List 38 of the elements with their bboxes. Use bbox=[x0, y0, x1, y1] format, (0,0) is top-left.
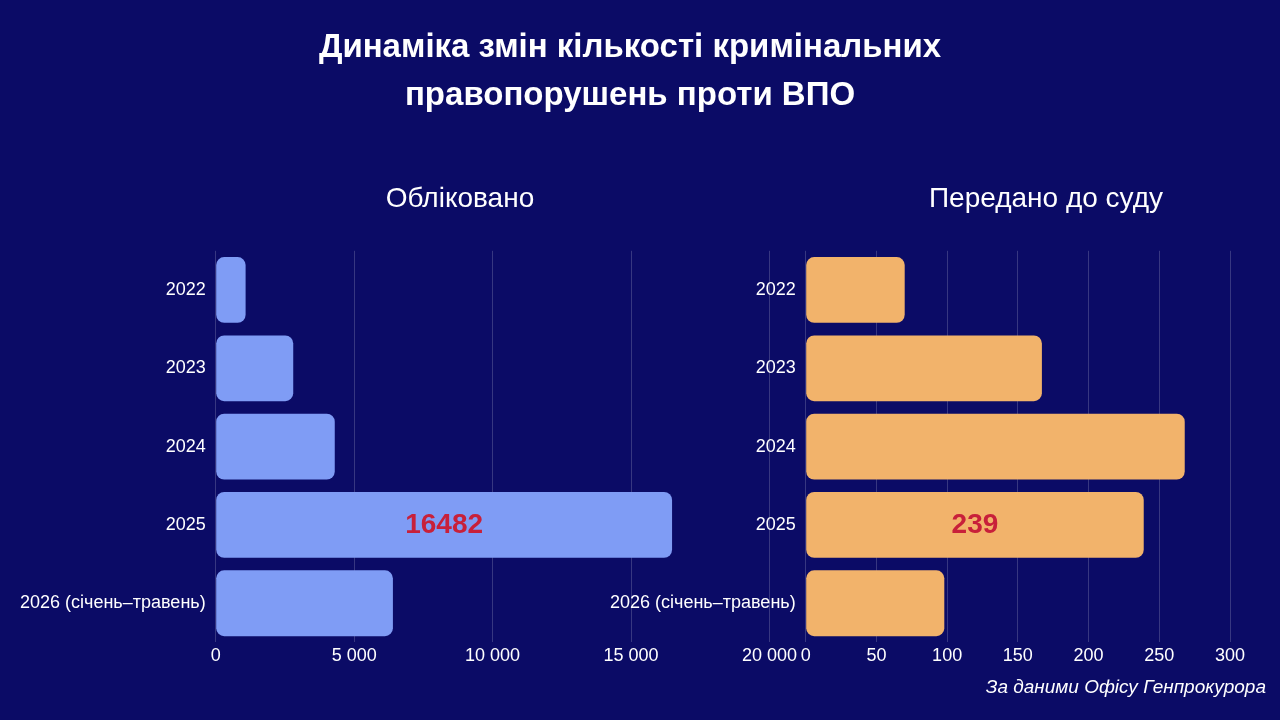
x-tick-label: 50 bbox=[866, 645, 887, 666]
x-tick-label: 300 bbox=[1214, 645, 1246, 666]
chart-subtitle: Передано до суду bbox=[927, 182, 1165, 214]
x-tick-label: 0 bbox=[210, 645, 221, 666]
y-tick-label: 2022 bbox=[755, 278, 796, 299]
y-tick-label: 2026 (січень–травень) bbox=[609, 592, 796, 613]
x-tick-label: 5 000 bbox=[331, 645, 377, 666]
x-tick-label: 0 bbox=[800, 645, 811, 666]
bar bbox=[806, 413, 1185, 480]
x-tick-label: 200 bbox=[1073, 645, 1104, 666]
y-tick-label: 2022 bbox=[165, 278, 206, 299]
data-label: 239 bbox=[951, 507, 999, 539]
x-tick-label: 15 000 bbox=[603, 645, 659, 666]
x-tick-label: 10 000 bbox=[465, 645, 521, 666]
chart-subtitle: Обліковано bbox=[384, 182, 536, 214]
data-label: 16482 bbox=[405, 507, 484, 539]
bar bbox=[806, 492, 1144, 558]
y-tick-label: 2025 bbox=[165, 513, 206, 534]
bar bbox=[216, 570, 393, 637]
text: За даними Офісу Генпрокурора bbox=[985, 676, 1266, 698]
bar bbox=[806, 257, 905, 323]
y-tick-label: 2024 bbox=[755, 435, 796, 456]
bar bbox=[806, 570, 945, 637]
y-tick-label: 2026 (січень–травень) bbox=[19, 592, 206, 613]
y-tick-label: 2023 bbox=[755, 357, 796, 378]
x-tick-label: 150 bbox=[1002, 645, 1033, 666]
bar bbox=[216, 492, 673, 558]
x-tick-label: 20 000 bbox=[741, 645, 797, 666]
chart-title: Динаміка змін кількості кримінальних правопорушень проти ВПО bbox=[317, 26, 943, 114]
x-tick-label: 250 bbox=[1144, 645, 1175, 666]
bar bbox=[806, 335, 1042, 402]
x-tick-label: 100 bbox=[932, 645, 963, 666]
y-tick-label: 2023 bbox=[165, 357, 206, 378]
y-tick-label: 2025 bbox=[755, 513, 796, 534]
bar bbox=[216, 413, 335, 480]
bar bbox=[216, 257, 246, 323]
y-tick-label: 2024 bbox=[165, 435, 206, 456]
bar bbox=[216, 335, 294, 402]
